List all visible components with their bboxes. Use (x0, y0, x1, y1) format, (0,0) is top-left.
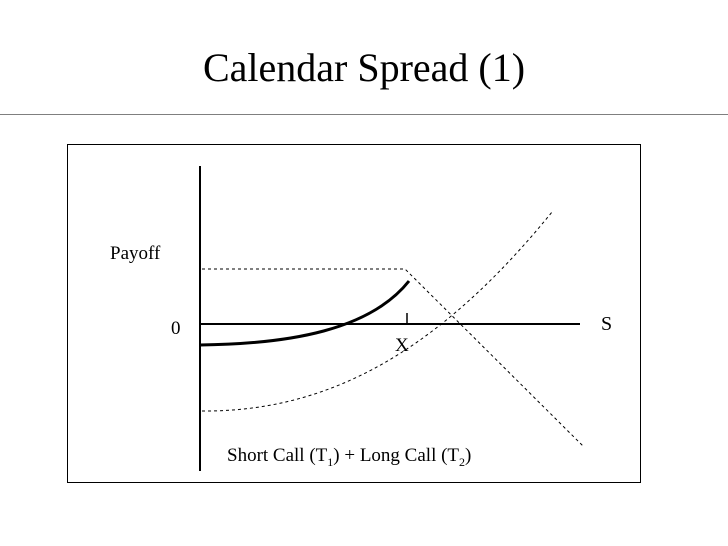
strike-label: X (395, 335, 409, 356)
caption-part-2: ) + Long Call (T (333, 445, 459, 466)
y-axis-label: Payoff (110, 243, 161, 264)
calendar-spread-curve (200, 281, 409, 345)
strategy-caption: Short Call (T1) + Long Call (T2) (227, 445, 471, 469)
x-axis-label: S (601, 313, 612, 335)
long-call-t2-curve (202, 212, 552, 411)
zero-label: 0 (171, 318, 181, 339)
caption-part-1: Short Call (T (227, 445, 328, 466)
caption-part-3: ) (465, 445, 471, 466)
